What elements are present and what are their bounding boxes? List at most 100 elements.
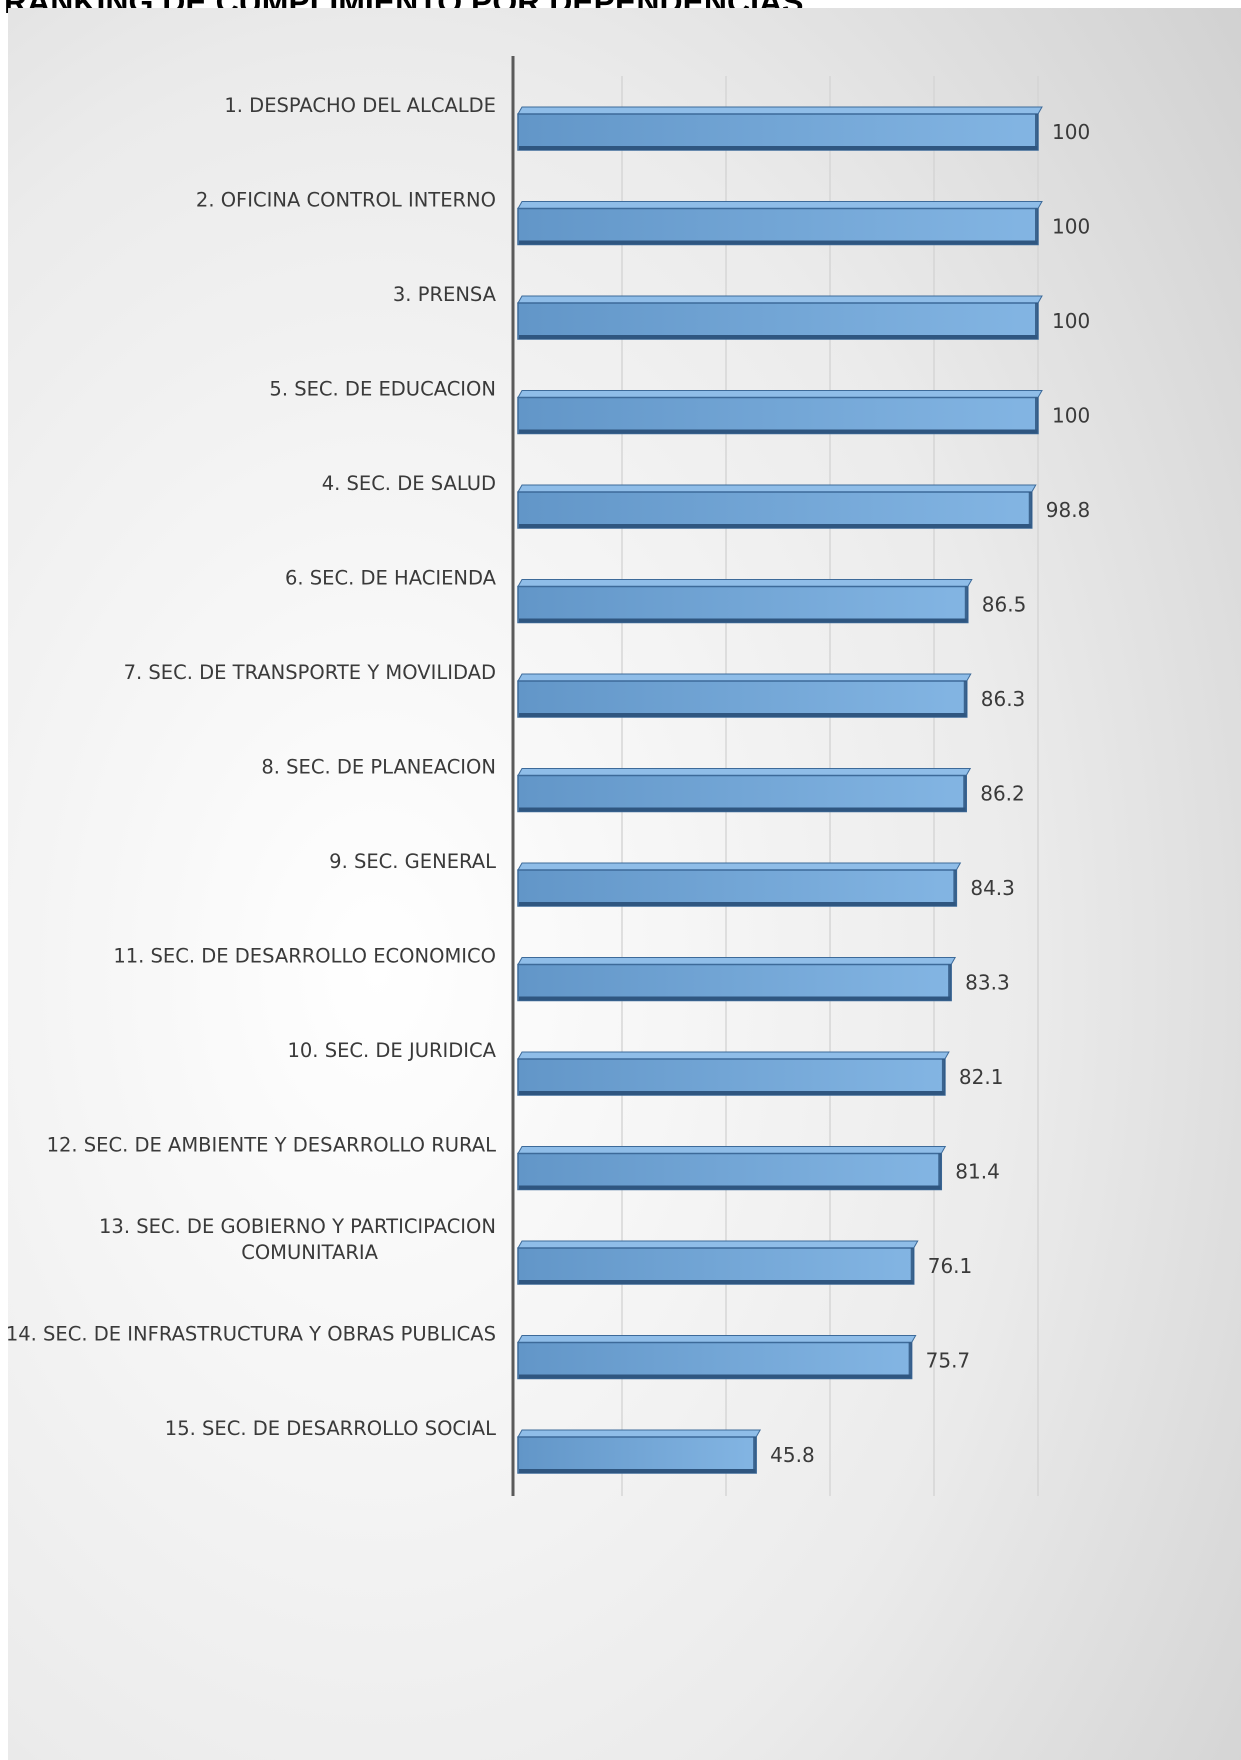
bar-front-face <box>517 869 958 907</box>
bar <box>517 295 1043 340</box>
category-labels: 1. DESPACHO DEL ALCALDE 2. OFICINA CONTRO… <box>8 94 497 1440</box>
bar-bottom-edge <box>519 240 1037 245</box>
bar-front-face <box>517 1152 943 1191</box>
bar-front-face <box>517 1058 946 1096</box>
value-label: 83.3 <box>965 971 1010 995</box>
bar-top-face <box>517 1240 919 1249</box>
bar-end-cap <box>1035 208 1038 245</box>
value-label: 100 <box>1052 215 1090 239</box>
bar <box>517 484 1037 529</box>
bar-bottom-edge <box>519 1091 944 1095</box>
bar-end-cap <box>948 964 952 1001</box>
category-label: 4. SEC. DE SALUD <box>322 472 496 495</box>
category-label: 12. SEC. DE AMBIENTE Y DESARROLLO RURAL <box>47 1134 497 1157</box>
bar <box>517 957 957 1002</box>
bar <box>517 579 973 624</box>
bar-end-cap <box>1035 303 1038 339</box>
bar <box>517 862 962 907</box>
category-label: 6. SEC. DE HACIENDA <box>285 567 497 590</box>
bar-bottom-edge <box>519 996 951 1001</box>
bar-end-cap <box>963 681 967 717</box>
bar <box>517 1240 919 1285</box>
category-label: 2. OFICINA CONTROL INTERNO <box>196 189 496 212</box>
value-label: 45.8 <box>770 1443 815 1467</box>
bar-front-face <box>517 680 968 718</box>
value-label: 86.2 <box>980 782 1025 806</box>
bar-bottom-edge <box>519 335 1037 339</box>
category-label: 7. SEC. DE TRANSPORTE Y MOVILIDAD <box>124 661 496 684</box>
bar <box>517 1429 762 1474</box>
bar-end-cap <box>1028 492 1032 528</box>
bar-end-cap <box>753 1437 757 1473</box>
bar <box>517 1335 917 1380</box>
bar-bottom-edge <box>519 807 966 812</box>
bar-bottom-edge <box>519 1469 756 1473</box>
bar-front-face <box>517 302 1039 340</box>
bar-top-face <box>517 390 1043 398</box>
value-label: 82.1 <box>959 1065 1004 1089</box>
bar <box>517 201 1043 246</box>
bar-front-face <box>517 1341 913 1380</box>
bar-front-face <box>517 774 967 813</box>
bar-bottom-edge <box>519 524 1031 528</box>
bar-bottom-edge <box>519 1280 913 1284</box>
value-label: 81.4 <box>955 1160 1000 1184</box>
bar-end-cap <box>953 870 957 906</box>
bar-top-face <box>517 201 1043 209</box>
bar-top-face <box>517 106 1043 115</box>
value-label: 75.7 <box>926 1349 971 1373</box>
bar-end-cap <box>963 775 967 812</box>
bar-end-cap <box>910 1248 914 1284</box>
value-labels: 100 100 100 100 98.8 86.5 86.3 86.2 84.3 83.3 82.1… <box>770 120 1090 1467</box>
bar-top-face <box>517 1429 762 1438</box>
bar-top-face <box>517 1335 917 1343</box>
bar-top-face <box>517 484 1037 493</box>
bar-top-face <box>517 295 1043 304</box>
bar-top-face <box>517 673 972 682</box>
bar <box>517 1146 947 1191</box>
category-label: 10. SEC. DE JURIDICA <box>287 1039 496 1062</box>
bar-front-face <box>517 113 1039 151</box>
value-label: 98.8 <box>1046 498 1091 522</box>
bar-bottom-edge <box>519 713 966 717</box>
value-label: 100 <box>1052 120 1090 144</box>
category-label: 8. SEC. DE PLANEACION <box>261 756 496 779</box>
bar-end-cap <box>938 1153 942 1190</box>
bar-front-face <box>517 1247 915 1285</box>
value-label: 86.5 <box>982 593 1027 617</box>
value-label: 86.3 <box>981 687 1026 711</box>
value-label: 100 <box>1052 404 1090 428</box>
bar-front-face <box>517 1436 757 1474</box>
bar <box>517 768 972 813</box>
bar-top-face <box>517 579 973 587</box>
bar-front-face <box>517 491 1033 529</box>
bar-bottom-edge <box>519 1374 911 1379</box>
bar-bottom-edge <box>519 429 1037 434</box>
bar-end-cap <box>1035 114 1038 150</box>
bar-top-face <box>517 957 957 965</box>
bar-front-face <box>517 396 1039 435</box>
bar <box>517 106 1043 151</box>
bar-end-cap <box>908 1342 912 1379</box>
bar <box>517 1051 950 1096</box>
chart-area: 1. DESPACHO DEL ALCALDE 2. OFICINA CONTRO… <box>8 8 1241 1760</box>
category-label-line: 13. SEC. DE GOBIERNO Y PARTICIPACION <box>99 1215 496 1238</box>
category-label-line: COMUNITARIA <box>241 1241 378 1264</box>
category-label: 14. SEC. DE INFRASTRUCTURA Y OBRAS PUBLI… <box>8 1323 496 1346</box>
category-label: 15. SEC. DE DESARROLLO SOCIAL <box>165 1417 496 1440</box>
bar-top-face <box>517 862 962 871</box>
value-label: 76.1 <box>928 1254 973 1278</box>
bar-front-face <box>517 207 1039 246</box>
category-label: 5. SEC. DE EDUCACION <box>269 378 496 401</box>
value-label: 84.3 <box>970 876 1015 900</box>
bar-top-face <box>517 768 972 776</box>
bar-end-cap <box>941 1059 945 1095</box>
category-label: 13. SEC. DE GOBIERNO Y PARTICIPACION COMU… <box>99 1215 496 1264</box>
bar-bottom-edge <box>519 1185 941 1190</box>
bar-bottom-edge <box>519 902 956 906</box>
category-label: 3. PRENSA <box>393 283 497 306</box>
category-label: 11. SEC. DE DESARROLLO ECONOMICO <box>113 945 496 968</box>
bar <box>517 673 972 718</box>
bar-top-face <box>517 1146 947 1154</box>
bar-bottom-edge <box>519 618 967 623</box>
